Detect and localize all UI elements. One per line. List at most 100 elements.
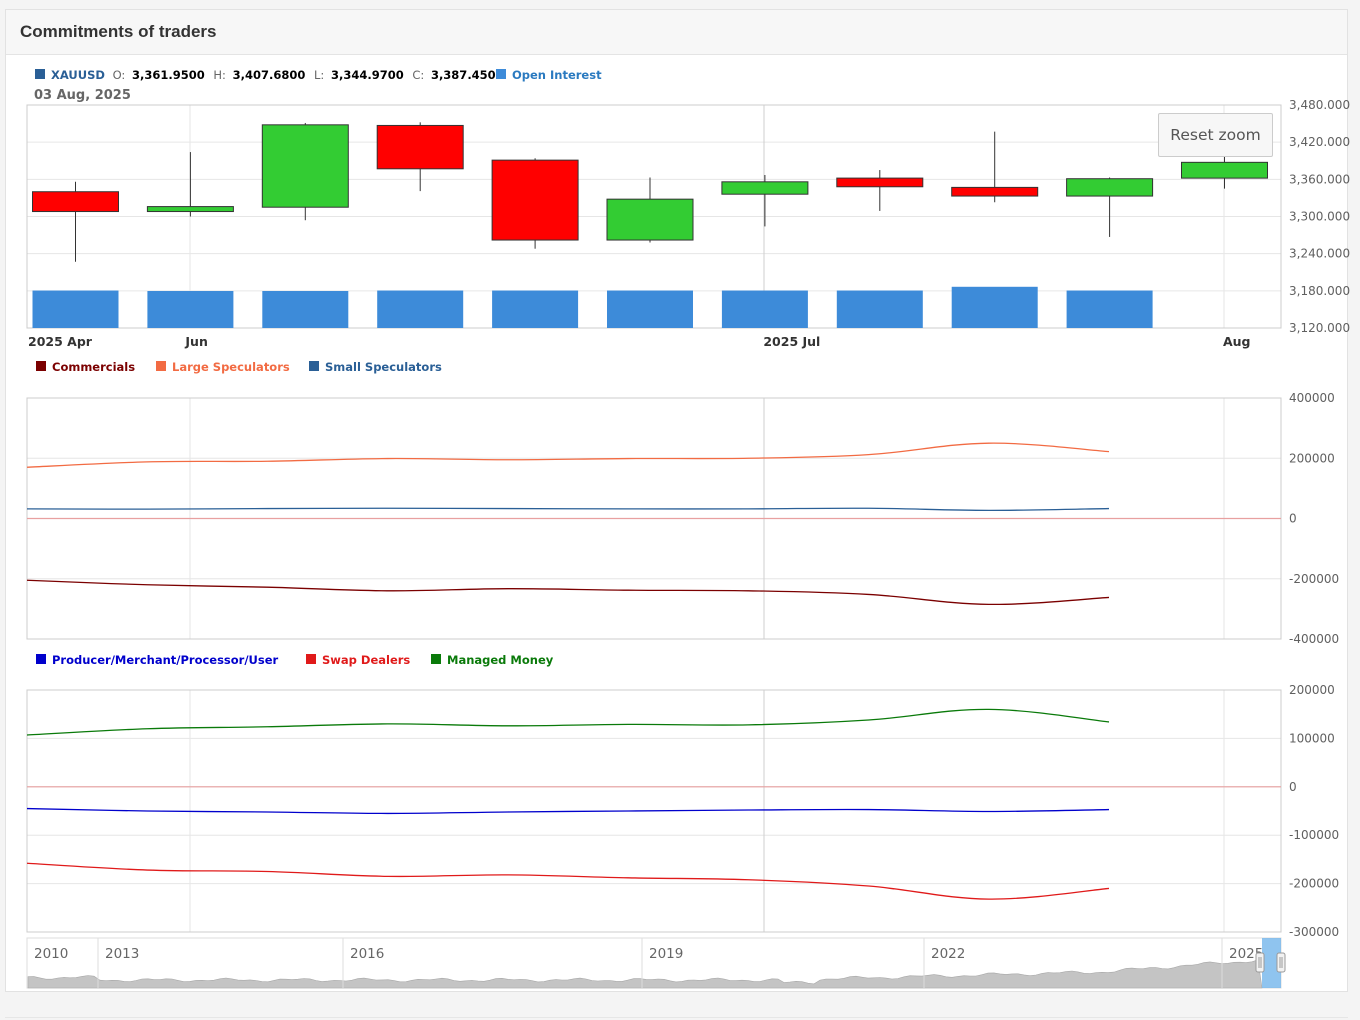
disaggregated-y-tick-label: -300000 — [1289, 925, 1339, 939]
navigator-year-label: 2013 — [105, 946, 139, 962]
large-speculators-series-line[interactable] — [26, 442, 1110, 468]
commercials-series-line[interactable] — [26, 579, 1110, 606]
bullish-candle[interactable] — [606, 198, 694, 241]
cot-panel: Commitments of traders — [5, 9, 1348, 992]
positions-y-tick-label: -200000 — [1289, 572, 1339, 586]
open-value: 3,361.9500 — [132, 68, 205, 82]
high-label: H: — [213, 68, 226, 82]
panel-header: Commitments of traders — [6, 10, 1347, 55]
xauusd-legend-swatch — [35, 69, 45, 79]
managed-money-legend-swatch — [431, 654, 441, 664]
commercials-legend-swatch — [36, 361, 46, 371]
navigator-year-label: 2010 — [34, 946, 68, 962]
swap-dealers-legend-label[interactable]: Swap Dealers — [322, 653, 410, 667]
bullish-candle[interactable] — [1181, 161, 1268, 179]
reset-zoom-button[interactable]: Reset zoom — [1158, 113, 1273, 157]
bearish-candle[interactable] — [376, 124, 464, 170]
managed-money-series-line[interactable] — [26, 708, 1110, 736]
price-x-tick-label: 2025 Apr — [28, 334, 93, 349]
navigator-left-handle-grip[interactable] — [1255, 952, 1265, 973]
high-value: 3,407.6800 — [233, 68, 306, 82]
producer-legend-swatch — [36, 654, 46, 664]
navigator-year-label: 2022 — [931, 946, 965, 962]
bottom-divider — [5, 1017, 1348, 1018]
disaggregated-y-tick-label: 100000 — [1289, 731, 1335, 745]
open-interest-bar[interactable] — [32, 290, 119, 328]
open-interest-bar[interactable] — [607, 290, 693, 328]
positions-pane[interactable]: 400000 200000 0 -200000 -400000 — [26, 391, 1339, 646]
positions-y-tick-label: -400000 — [1289, 632, 1339, 646]
price-y-tick-label: 3,360.000 — [1289, 172, 1350, 186]
navigator-selected-range[interactable] — [1262, 938, 1281, 988]
price-x-tick-label: Jun — [184, 334, 207, 349]
small-speculators-series-line[interactable] — [26, 507, 1110, 512]
price-pane[interactable]: 3,480.000 3,420.000 3,360.000 3,300.000 3,24… — [26, 98, 1350, 335]
price-y-tick-label: 3,120.000 — [1289, 321, 1350, 335]
open-interest-bar[interactable] — [951, 286, 1038, 328]
close-value: 3,387.4500 — [431, 68, 504, 82]
bearish-candle[interactable] — [491, 159, 579, 241]
open-interest-bar[interactable] — [262, 291, 349, 328]
navigator[interactable]: 2010 2013 2016 2019 2022 2025 — [26, 937, 1286, 989]
price-y-tick-label: 3,480.000 — [1289, 98, 1350, 112]
price-y-tick-label: 3,300.000 — [1289, 210, 1350, 224]
navigator-year-label: 2025 — [1229, 946, 1263, 962]
close-label: C: — [412, 68, 424, 82]
swap-dealers-legend-swatch — [306, 654, 316, 664]
producer-legend-label[interactable]: Producer/Merchant/Processor/User — [52, 653, 279, 667]
disaggregated-plot-border — [26, 689, 1282, 933]
large-speculators-legend-swatch — [156, 361, 166, 371]
bearish-candle[interactable] — [951, 186, 1039, 197]
disaggregated-y-tick-label: 200000 — [1289, 683, 1335, 697]
positions-y-tick-label: 400000 — [1289, 391, 1335, 405]
low-value: 3,344.9700 — [331, 68, 404, 82]
positions-y-tick-label: 200000 — [1289, 451, 1335, 465]
commercials-legend-label[interactable]: Commercials — [52, 360, 135, 374]
managed-money-legend-label[interactable]: Managed Money — [447, 653, 554, 667]
bullish-candle[interactable] — [261, 124, 349, 208]
ohlc-readout: XAUUSD O: 3,361.9500 H: 3,407.6800 L: 3,… — [51, 68, 504, 82]
disaggregated-y-tick-label: 0 — [1289, 780, 1297, 794]
disaggregated-y-tick-label: -100000 — [1289, 828, 1339, 842]
bullish-candle[interactable] — [1066, 178, 1154, 197]
panel-title: Commitments of traders — [20, 22, 217, 41]
open-interest-bar[interactable] — [1066, 290, 1153, 328]
price-y-tick-label: 3,240.000 — [1289, 247, 1350, 261]
open-interest-bar[interactable] — [836, 290, 923, 328]
open-interest-bar[interactable] — [492, 290, 579, 328]
open-interest-bar[interactable] — [721, 290, 808, 328]
swap-dealers-series-line[interactable] — [26, 862, 1110, 900]
open-interest-legend-swatch — [496, 69, 506, 79]
navigator-left-handle[interactable] — [1255, 952, 1265, 973]
small-speculators-legend-label[interactable]: Small Speculators — [325, 360, 442, 374]
price-y-tick-label: 3,420.000 — [1289, 135, 1350, 149]
price-x-axis: 2025 Apr Jun 2025 Jul Aug — [28, 334, 1250, 349]
open-interest-bar[interactable] — [377, 290, 464, 328]
open-interest-bar[interactable] — [147, 291, 234, 328]
producer-series-line[interactable] — [26, 807, 1110, 815]
disaggregated-y-tick-label: -200000 — [1289, 877, 1339, 891]
price-x-tick-label: Aug — [1223, 334, 1251, 349]
disaggregated-pane[interactable]: 200000 100000 0 -100000 -200000 -300000 — [26, 683, 1339, 939]
navigator-year-label: 2019 — [649, 946, 683, 962]
positions-legend: Commercials Large Speculators Small Spec… — [36, 360, 442, 374]
navigator-labels: 2010 2013 2016 2019 2022 2025 — [34, 938, 1263, 988]
navigator-series-area — [27, 959, 1263, 989]
bearish-candle[interactable] — [836, 177, 924, 188]
navigator-right-handle[interactable] — [1276, 952, 1286, 973]
bullish-candle[interactable] — [146, 206, 234, 213]
disaggregated-legend: Producer/Merchant/Processor/User Swap De… — [36, 653, 554, 667]
date-readout: 03 Aug, 2025 — [34, 88, 131, 103]
price-x-tick-label: 2025 Jul — [763, 334, 820, 349]
positions-y-tick-label: 0 — [1289, 512, 1297, 526]
price-y-tick-label: 3,180.000 — [1289, 284, 1350, 298]
small-speculators-legend-swatch — [309, 361, 319, 371]
navigator-year-label: 2016 — [350, 946, 384, 962]
bearish-candle[interactable] — [32, 191, 119, 213]
large-speculators-legend-label[interactable]: Large Speculators — [172, 360, 290, 374]
navigator-right-handle-grip[interactable] — [1276, 952, 1286, 973]
open-label: O: — [113, 68, 126, 82]
open-interest-legend-label[interactable]: Open Interest — [512, 68, 602, 82]
bullish-candle[interactable] — [721, 181, 809, 195]
